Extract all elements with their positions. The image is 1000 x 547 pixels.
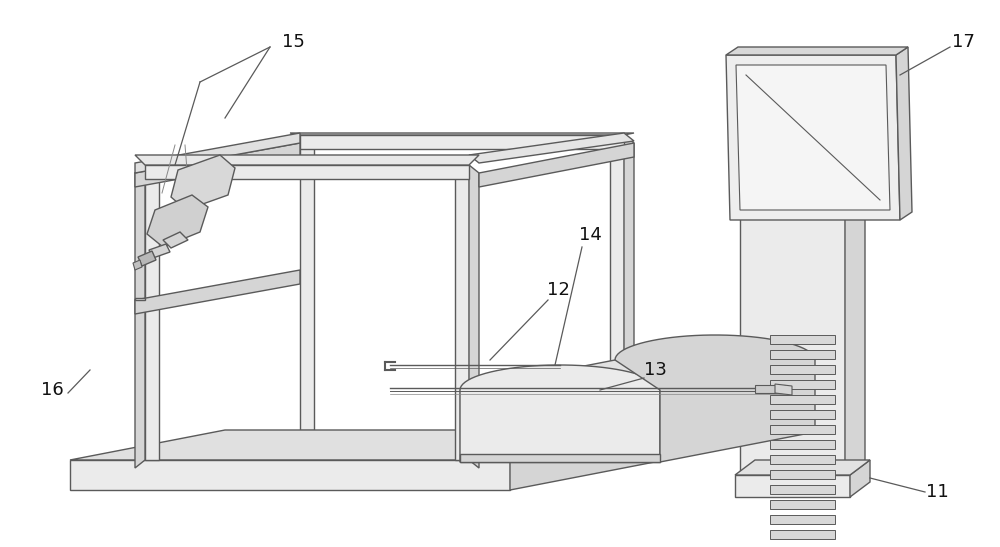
Polygon shape <box>770 515 835 524</box>
Polygon shape <box>770 500 835 509</box>
Polygon shape <box>147 195 208 247</box>
Polygon shape <box>735 475 850 497</box>
Polygon shape <box>135 143 300 187</box>
Polygon shape <box>822 165 842 205</box>
Polygon shape <box>510 430 665 490</box>
Polygon shape <box>770 380 835 389</box>
Polygon shape <box>726 47 908 55</box>
Polygon shape <box>469 165 479 468</box>
Polygon shape <box>762 165 842 180</box>
Polygon shape <box>770 350 835 359</box>
Polygon shape <box>762 180 822 205</box>
Polygon shape <box>70 460 510 490</box>
Polygon shape <box>740 205 845 475</box>
Polygon shape <box>770 365 835 374</box>
Polygon shape <box>770 395 835 404</box>
Polygon shape <box>138 251 156 266</box>
Polygon shape <box>135 165 145 468</box>
Polygon shape <box>455 165 469 460</box>
Polygon shape <box>845 190 865 475</box>
Polygon shape <box>770 485 835 494</box>
Polygon shape <box>469 133 634 163</box>
Polygon shape <box>755 385 785 393</box>
Polygon shape <box>145 165 469 179</box>
Polygon shape <box>290 133 634 135</box>
Polygon shape <box>770 470 835 479</box>
Text: 14: 14 <box>579 226 601 244</box>
Polygon shape <box>610 135 624 430</box>
Polygon shape <box>460 454 660 462</box>
Polygon shape <box>171 155 235 210</box>
Polygon shape <box>615 335 815 462</box>
Text: 11: 11 <box>926 483 948 501</box>
Polygon shape <box>70 430 665 460</box>
Polygon shape <box>850 460 870 497</box>
Polygon shape <box>135 298 145 300</box>
Polygon shape <box>775 384 792 395</box>
Polygon shape <box>460 365 660 462</box>
Polygon shape <box>735 460 870 475</box>
Polygon shape <box>163 232 188 248</box>
Text: 17: 17 <box>952 33 974 51</box>
Polygon shape <box>770 530 835 539</box>
Polygon shape <box>770 440 835 449</box>
Polygon shape <box>736 65 890 210</box>
Polygon shape <box>149 244 170 258</box>
Text: 12: 12 <box>547 281 569 299</box>
Polygon shape <box>479 143 634 187</box>
Polygon shape <box>135 270 300 314</box>
Polygon shape <box>770 455 835 464</box>
Polygon shape <box>624 135 634 438</box>
Polygon shape <box>726 55 900 220</box>
Polygon shape <box>460 360 815 390</box>
Text: 13: 13 <box>644 361 666 379</box>
Polygon shape <box>770 425 835 434</box>
Polygon shape <box>300 135 624 149</box>
Polygon shape <box>145 165 159 460</box>
Polygon shape <box>740 190 865 205</box>
Polygon shape <box>300 135 314 430</box>
Polygon shape <box>135 133 300 173</box>
Polygon shape <box>770 335 835 344</box>
Polygon shape <box>770 410 835 419</box>
Polygon shape <box>896 47 912 220</box>
Polygon shape <box>133 260 142 270</box>
Text: 15: 15 <box>282 33 304 51</box>
Polygon shape <box>135 155 479 165</box>
Text: 16: 16 <box>41 381 63 399</box>
Polygon shape <box>460 390 660 462</box>
